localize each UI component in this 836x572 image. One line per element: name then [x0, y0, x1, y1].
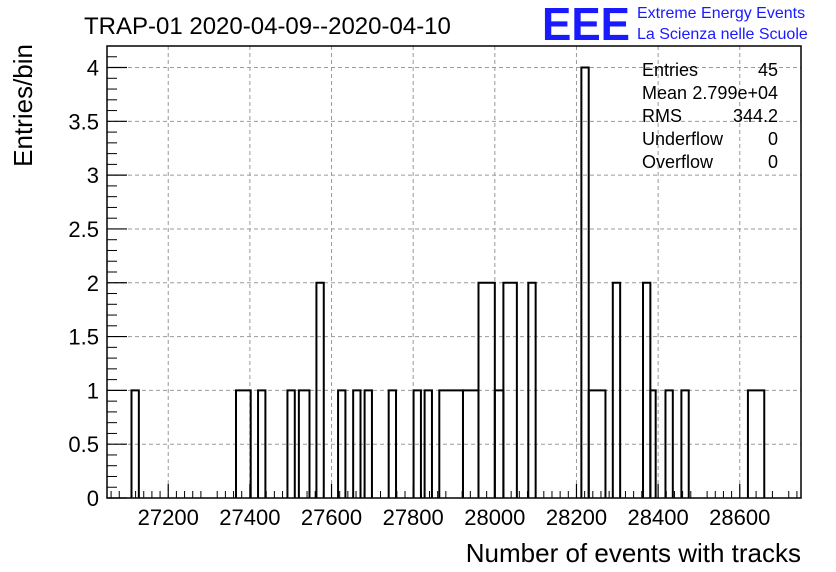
y-tick-label: 4	[87, 56, 99, 81]
y-tick-labels: 0 0.5 1 1.5 2 2.5 3 3.5 4	[68, 56, 99, 511]
histogram-bar	[257, 389, 267, 498]
histogram-bar	[502, 281, 518, 498]
eee-logo-mark: EEE	[542, 0, 630, 50]
y-tick-label: 0.5	[68, 432, 99, 457]
histogram-bar	[363, 389, 373, 498]
eee-logo: EEE Extreme Energy Events La Scienza nel…	[542, 0, 808, 50]
histogram-bar	[680, 389, 690, 498]
histogram-bar	[611, 281, 622, 498]
histogram-bar	[649, 389, 657, 498]
stats-label: Overflow	[642, 152, 714, 172]
eee-logo-line2: La Scienza nelle Scuole	[637, 26, 808, 43]
chart-title: TRAP-01 2020-04-09--2020-04-10	[84, 13, 451, 40]
histogram-bar	[580, 66, 590, 498]
x-tick-label: 27800	[383, 505, 444, 530]
x-tick-labels: 27200 27400 27600 27800 28000 28200 28400 28600	[138, 505, 771, 530]
grid-lines	[107, 46, 801, 498]
axis-ticks	[107, 56, 798, 499]
x-tick-label: 28400	[628, 505, 689, 530]
histogram-bar	[130, 389, 140, 498]
eee-logo-line1: Extreme Energy Events	[637, 5, 805, 22]
y-tick-label: 0	[87, 486, 99, 511]
y-tick-label: 2	[87, 271, 99, 296]
histogram-bar	[297, 389, 311, 498]
stats-value: 344.2	[733, 106, 778, 126]
histogram-bar	[387, 389, 398, 498]
stats-label: Mean	[642, 83, 687, 103]
histogram-bar	[664, 389, 674, 498]
stats-label: RMS	[642, 106, 682, 126]
histogram-bar	[337, 389, 347, 498]
y-tick-label: 3.5	[68, 109, 99, 134]
histogram-bar	[235, 389, 252, 498]
stats-value: 0	[768, 129, 778, 149]
y-axis-title: Entries/bin	[8, 44, 38, 167]
histogram-bar	[352, 389, 362, 498]
y-tick-label: 3	[87, 163, 99, 188]
histogram-bar	[527, 281, 537, 498]
x-tick-label: 28000	[464, 505, 525, 530]
stats-value: 0	[768, 152, 778, 172]
histogram-bar	[286, 389, 296, 498]
y-tick-label: 2.5	[68, 217, 99, 242]
x-tick-label: 27400	[219, 505, 280, 530]
histogram-bars	[130, 66, 766, 498]
x-tick-label: 28600	[709, 505, 770, 530]
stats-value: 45	[758, 60, 778, 80]
histogram-bar	[587, 389, 607, 498]
histogram-bar	[746, 389, 766, 498]
stats-box: Entries 45 Mean 2.799e+04 RMS 344.2 Underflow 0…	[642, 60, 778, 172]
stats-value: 2.799e+04	[692, 83, 778, 103]
histogram-bar	[412, 389, 422, 498]
histogram-bar	[423, 389, 433, 498]
x-tick-label: 27600	[301, 505, 362, 530]
x-tick-label: 28200	[546, 505, 607, 530]
stats-label: Entries	[642, 60, 698, 80]
x-axis-title: Number of events with tracks	[466, 538, 801, 568]
x-tick-label: 27200	[138, 505, 199, 530]
stats-label: Underflow	[642, 129, 724, 149]
y-tick-label: 1	[87, 378, 99, 403]
histogram-bar	[315, 281, 325, 498]
y-tick-label: 1.5	[68, 325, 99, 350]
